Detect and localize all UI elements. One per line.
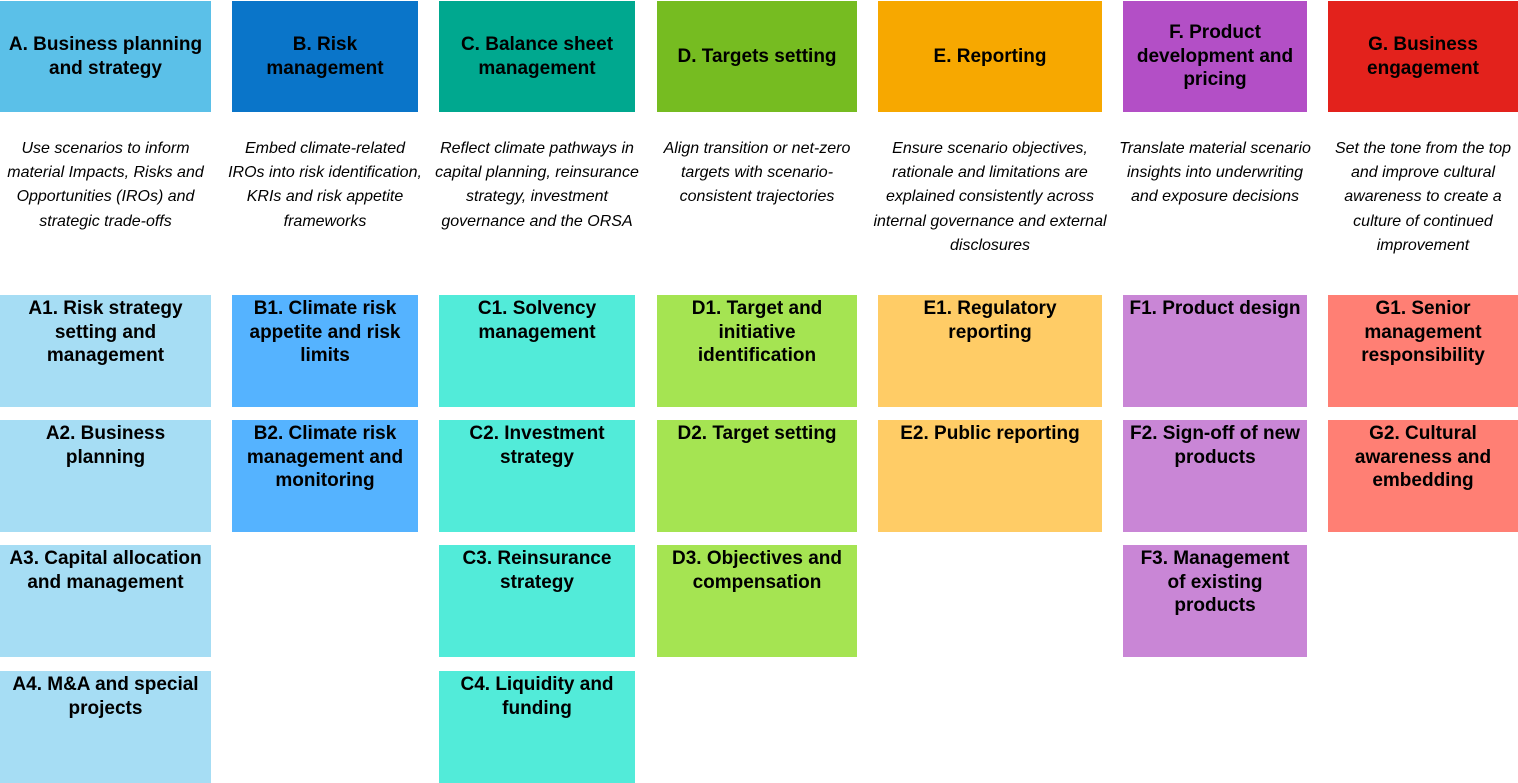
- item-card-a4: A4. M&A and special projects: [0, 671, 211, 783]
- item-card-a3: A3. Capital allocation and management: [0, 545, 211, 657]
- item-label: B2. Climate risk management and monitori…: [246, 423, 404, 491]
- item-card-f3: F3. Management of existing products: [1123, 545, 1307, 657]
- item-label: A3. Capital allocation and management: [9, 548, 202, 593]
- column-d: D. Targets setting Align transition or ne…: [657, 0, 857, 781]
- column-header-f: F. Product development and pricing: [1123, 1, 1307, 112]
- item-card-e1: E1. Regulatory reporting: [878, 295, 1102, 407]
- item-label: C1. Solvency management: [477, 298, 597, 343]
- item-label: G2. Cultural awareness and embedding: [1354, 423, 1492, 491]
- column-description-f: Translate material scenario insights int…: [1119, 140, 1311, 206]
- item-card-f2: F2. Sign-off of new products: [1123, 420, 1307, 532]
- column-header-g: G. Business engagement: [1328, 1, 1518, 112]
- item-card-e2: E2. Public reporting: [878, 420, 1102, 532]
- item-label: D2. Target setting: [677, 423, 837, 444]
- item-card-c1: C1. Solvency management: [439, 295, 635, 407]
- item-card-d3: D3. Objectives and compensation: [657, 545, 857, 657]
- column-description-b: Embed climate-related IROs into risk ide…: [228, 140, 422, 230]
- item-card-c4: C4. Liquidity and funding: [439, 671, 635, 783]
- item-label: E2. Public reporting: [900, 423, 1080, 444]
- item-card-b1: B1. Climate risk appetite and risk limit…: [232, 295, 418, 407]
- item-label: G1. Senior management responsibility: [1361, 298, 1485, 366]
- item-card-a1: A1. Risk strategy setting and management: [0, 295, 211, 407]
- item-label: B1. Climate risk appetite and risk limit…: [249, 298, 401, 366]
- item-card-g1: G1. Senior management responsibility: [1328, 295, 1518, 407]
- column-g: G. Business engagement Set the tone from …: [1328, 0, 1518, 781]
- item-label: E1. Regulatory reporting: [923, 298, 1057, 343]
- item-label: F2. Sign-off of new products: [1130, 423, 1300, 468]
- item-label: A1. Risk strategy setting and management: [28, 298, 183, 366]
- column-description-a: Use scenarios to inform material Impacts…: [7, 140, 204, 230]
- item-label: F1. Product design: [1129, 298, 1301, 319]
- column-a: A. Business planning and strategy Use sce…: [0, 0, 211, 783]
- column-description-c: Reflect climate pathways in capital plan…: [435, 140, 639, 230]
- column-header-c: C. Balance sheet management: [439, 1, 635, 112]
- column-header-b: B. Risk management: [232, 1, 418, 112]
- item-card-c2: C2. Investment strategy: [439, 420, 635, 532]
- column-description-d: Align transition or net-zero targets wit…: [663, 140, 851, 206]
- column-f: F. Product development and pricing Transl…: [1119, 0, 1311, 781]
- item-label: D1. Target and initiative identification: [691, 298, 823, 366]
- item-card-b2: B2. Climate risk management and monitori…: [232, 420, 418, 532]
- item-label: A2. Business planning: [45, 423, 166, 468]
- item-label: C3. Reinsurance strategy: [462, 548, 612, 593]
- item-card-g2: G2. Cultural awareness and embedding: [1328, 420, 1518, 532]
- column-header-d: D. Targets setting: [657, 1, 857, 112]
- column-c: C. Balance sheet management Reflect clima…: [435, 0, 639, 783]
- item-label: A4. M&A and special projects: [12, 674, 199, 719]
- item-card-d1: D1. Target and initiative identification: [657, 295, 857, 407]
- item-label: C4. Liquidity and funding: [460, 674, 614, 719]
- item-label: D3. Objectives and compensation: [671, 548, 842, 593]
- column-header-e: E. Reporting: [878, 1, 1102, 112]
- item-card-a2: A2. Business planning: [0, 420, 211, 532]
- item-card-d2: D2. Target setting: [657, 420, 857, 532]
- column-description-g: Set the tone from the top and improve cu…: [1334, 140, 1512, 254]
- column-e: E. Reporting Ensure scenario objectives, …: [873, 0, 1107, 781]
- item-label: F3. Management of existing products: [1140, 548, 1290, 616]
- column-b: B. Risk management Embed climate-related …: [228, 0, 422, 781]
- item-card-f1: F1. Product design: [1123, 295, 1307, 407]
- column-description-e: Ensure scenario objectives, rationale an…: [873, 140, 1107, 254]
- item-label: C2. Investment strategy: [469, 423, 605, 468]
- item-card-c3: C3. Reinsurance strategy: [439, 545, 635, 657]
- column-header-a: A. Business planning and strategy: [0, 1, 211, 112]
